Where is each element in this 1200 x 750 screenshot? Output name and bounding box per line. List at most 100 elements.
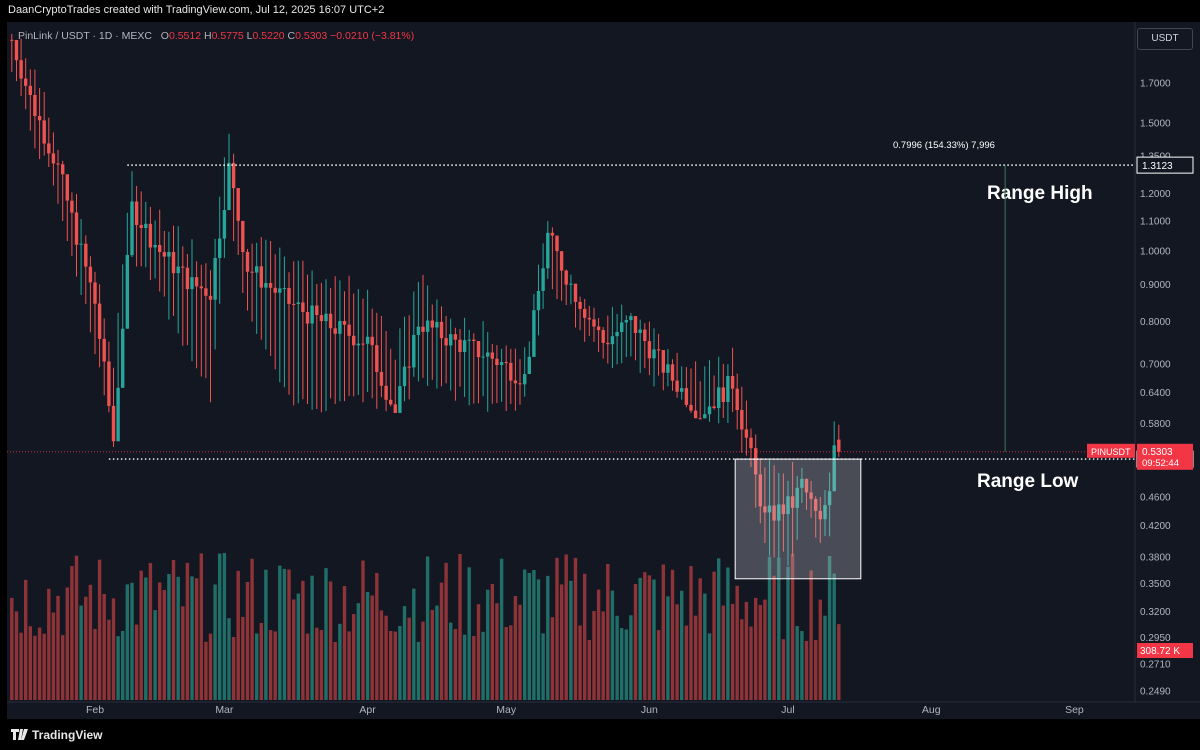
candle-body[interactable] (749, 437, 753, 449)
candle-body[interactable] (730, 376, 735, 389)
candle-body[interactable] (656, 349, 661, 351)
candle-body[interactable] (102, 338, 106, 362)
candle-body[interactable] (194, 277, 199, 287)
candle-body[interactable] (356, 343, 360, 346)
candle-body[interactable] (513, 380, 518, 384)
candle-body[interactable] (315, 305, 319, 316)
candle-body[interactable] (199, 286, 203, 289)
candle-body[interactable] (296, 302, 300, 305)
candle-body[interactable] (536, 291, 541, 311)
candle-body[interactable] (107, 361, 111, 406)
candle-body[interactable] (42, 120, 46, 144)
candle-body[interactable] (449, 334, 453, 346)
candle-body[interactable] (693, 410, 698, 419)
candle-body[interactable] (305, 312, 310, 324)
candle-body[interactable] (809, 492, 813, 499)
candle-body[interactable] (231, 162, 236, 189)
candle-body[interactable] (541, 268, 545, 291)
candle-body[interactable] (47, 143, 51, 154)
currency-unit-button[interactable]: USDT (1137, 28, 1193, 50)
candle-body[interactable] (827, 491, 832, 506)
candle-body[interactable] (495, 358, 499, 365)
candle-body[interactable] (88, 266, 93, 283)
candle-body[interactable] (569, 283, 573, 285)
candle-body[interactable] (227, 162, 231, 211)
candle-body[interactable] (804, 478, 809, 493)
candle-body[interactable] (680, 388, 684, 392)
candle-body[interactable] (116, 387, 120, 442)
candle-body[interactable] (754, 448, 758, 475)
candle-body[interactable] (430, 320, 434, 328)
candle-body[interactable] (282, 288, 287, 289)
candle-body[interactable] (661, 350, 665, 373)
candle-body[interactable] (310, 305, 314, 324)
candle-body[interactable] (389, 399, 393, 405)
candle-body[interactable] (292, 303, 296, 305)
candle-body[interactable] (61, 164, 65, 175)
candle-body[interactable] (245, 251, 250, 272)
candle-body[interactable] (763, 506, 767, 513)
candle-body[interactable] (523, 374, 527, 385)
candle-body[interactable] (208, 295, 213, 300)
candle-body[interactable] (65, 174, 69, 201)
candle-body[interactable] (287, 288, 291, 304)
candle-body[interactable] (84, 243, 88, 267)
candle-body[interactable] (786, 496, 790, 515)
candle-body[interactable] (190, 277, 194, 290)
candle-body[interactable] (125, 255, 129, 329)
candle-body[interactable] (236, 188, 240, 221)
candle-body[interactable] (476, 341, 481, 358)
candle-body[interactable] (148, 223, 153, 248)
candle-body[interactable] (767, 505, 772, 513)
candle-body[interactable] (273, 287, 277, 293)
candle-body[interactable] (250, 271, 254, 273)
candle-body[interactable] (744, 429, 749, 438)
candle-body[interactable] (481, 356, 485, 358)
candle-body[interactable] (592, 319, 596, 327)
candle-body[interactable] (24, 78, 28, 86)
candle-body[interactable] (56, 163, 60, 165)
candle-body[interactable] (14, 40, 19, 61)
candle-body[interactable] (666, 364, 670, 373)
candle-body[interactable] (624, 320, 628, 323)
candle-body[interactable] (486, 352, 490, 357)
candle-body[interactable] (19, 60, 23, 79)
candle-body[interactable] (837, 439, 841, 452)
candle-body[interactable] (130, 201, 134, 256)
candle-body[interactable] (790, 496, 795, 508)
candle-body[interactable] (703, 414, 707, 419)
candle-body[interactable] (393, 404, 397, 413)
candle-body[interactable] (758, 474, 762, 507)
candle-body[interactable] (684, 388, 689, 405)
candle-body[interactable] (707, 406, 712, 415)
candle-body[interactable] (342, 321, 347, 325)
candle-body[interactable] (416, 326, 421, 335)
candle-body[interactable] (532, 310, 536, 357)
candle-body[interactable] (795, 487, 799, 508)
candle-body[interactable] (490, 352, 494, 359)
candle-body[interactable] (652, 349, 656, 359)
candle-body[interactable] (134, 201, 139, 226)
candle-body[interactable] (241, 220, 245, 252)
candle-body[interactable] (185, 267, 190, 290)
candle-body[interactable] (51, 153, 56, 164)
candle-body[interactable] (583, 308, 587, 318)
candle-body[interactable] (550, 232, 555, 236)
candle-body[interactable] (439, 321, 444, 339)
candle-body[interactable] (139, 225, 143, 228)
candle-body[interactable] (255, 266, 259, 273)
candle-body[interactable] (675, 380, 679, 392)
candle-body[interactable] (726, 376, 730, 402)
candle-body[interactable] (365, 336, 370, 344)
candle-body[interactable] (772, 505, 776, 521)
candle-body[interactable] (601, 330, 605, 343)
candle-body[interactable] (153, 245, 157, 248)
candle-body[interactable] (259, 266, 263, 288)
candle-body[interactable] (435, 321, 439, 328)
candle-body[interactable] (527, 356, 531, 374)
candle-body[interactable] (620, 322, 624, 332)
candle-body[interactable] (596, 326, 601, 331)
candle-body[interactable] (425, 320, 430, 332)
candle-body[interactable] (518, 383, 522, 385)
candle-body[interactable] (453, 334, 458, 340)
